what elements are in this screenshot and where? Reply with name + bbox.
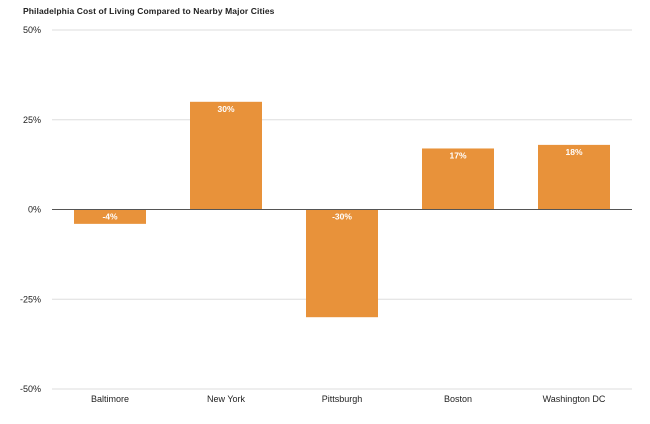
chart-title: Philadelphia Cost of Living Compared to … [23, 6, 275, 16]
x-tick-label: Baltimore [91, 394, 129, 404]
y-tick-label: 0% [28, 205, 41, 215]
x-tick-label: Boston [444, 394, 472, 404]
y-tick-label: 50% [23, 25, 41, 35]
y-tick-label: 25% [23, 115, 41, 125]
bar [190, 101, 262, 210]
data-label: 18% [565, 147, 582, 157]
bar [538, 144, 610, 210]
bar [74, 209, 146, 224]
data-label: 30% [217, 104, 234, 114]
x-tick-label: Washington DC [543, 394, 606, 404]
y-tick-label: -25% [20, 294, 41, 304]
y-tick-label: -50% [20, 384, 41, 394]
x-tick-label: New York [207, 394, 246, 404]
data-label: -4% [102, 212, 118, 222]
x-tick-label: Pittsburgh [322, 394, 363, 404]
bar [306, 209, 378, 318]
bar [422, 148, 494, 210]
data-label: 17% [449, 150, 466, 160]
data-label: -30% [332, 212, 352, 222]
